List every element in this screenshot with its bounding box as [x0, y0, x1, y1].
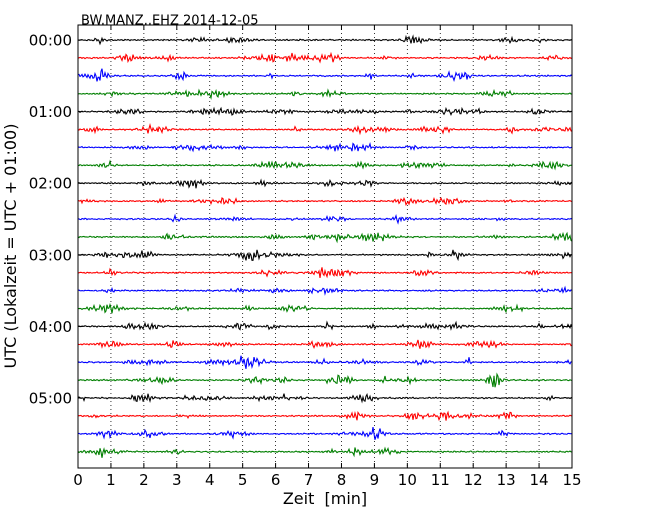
y-axis: 00:00 01:00 02:00 03:00 04:00 05:00 [29, 32, 572, 408]
seismic-trace [77, 302, 573, 314]
seismic-trace [77, 123, 573, 136]
y-tick-label: 04:00 [29, 318, 72, 336]
x-tick-label: 11 [431, 471, 450, 489]
seismic-trace [77, 34, 573, 46]
seismic-trace [77, 178, 573, 189]
y-tick-label: 01:00 [29, 103, 72, 121]
seismic-trace [77, 141, 573, 153]
seismic-trace [77, 355, 573, 369]
seismic-trace [77, 88, 573, 100]
y-tick-label: 00:00 [29, 32, 72, 50]
x-tick-label: 6 [271, 471, 281, 489]
x-axis-label: Zeit [min] [283, 489, 367, 508]
y-tick-label: 02:00 [29, 175, 72, 193]
y-axis-label: UTC (Lokalzeit = UTC + 01:00) [1, 124, 20, 369]
seismic-trace [77, 427, 573, 440]
y-tick-label: 03:00 [29, 246, 72, 264]
x-tick-label: 1 [106, 471, 116, 489]
seismic-trace [77, 285, 573, 296]
x-tick-label: 10 [398, 471, 417, 489]
seismic-trace [77, 159, 573, 171]
seismic-trace [77, 372, 573, 388]
x-tick-label: 2 [139, 471, 149, 489]
seismic-trace [77, 320, 573, 331]
x-tick-label: 15 [562, 471, 581, 489]
x-tick-label: 0 [73, 471, 83, 489]
seismic-trace [77, 196, 573, 206]
seismic-trace [77, 249, 573, 262]
seismic-trace [77, 446, 573, 458]
x-tick-label: 5 [238, 471, 248, 489]
x-tick-label: 4 [205, 471, 215, 489]
x-tick-label: 14 [530, 471, 549, 489]
x-tick-label: 7 [304, 471, 314, 489]
seismic-trace [77, 410, 573, 422]
seismic-trace [77, 231, 573, 244]
plot-frame [77, 24, 573, 469]
y-tick-label: 05:00 [29, 390, 72, 408]
seismic-trace [77, 392, 573, 404]
x-tick-label: 9 [370, 471, 380, 489]
vertical-grid [110, 25, 540, 468]
seismic-trace [77, 106, 573, 116]
seismic-traces [77, 34, 573, 458]
seismic-trace [77, 68, 573, 82]
seismic-trace [77, 339, 573, 349]
seismic-trace [77, 213, 573, 225]
x-tick-label: 8 [337, 471, 347, 489]
x-tick-label: 3 [172, 471, 182, 489]
x-tick-label: 12 [464, 471, 483, 489]
chart-title: BW.MANZ..EHZ 2014-12-05 [81, 14, 259, 29]
x-tick-label: 13 [497, 471, 516, 489]
seismic-trace [77, 267, 573, 279]
seismic-trace [77, 51, 573, 64]
x-axis: 0 1 2 3 4 5 6 7 8 9 10 11 12 13 14 15 [73, 25, 582, 489]
